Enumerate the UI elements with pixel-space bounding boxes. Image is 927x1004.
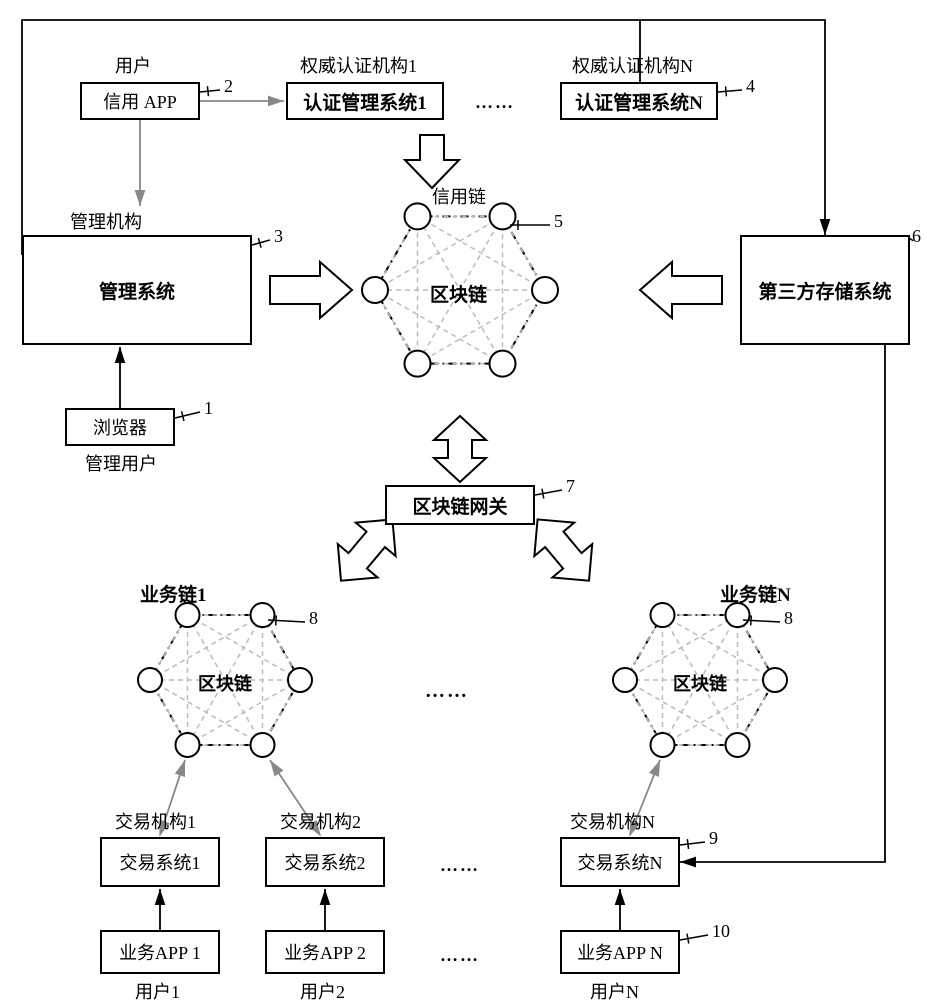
hex-right-label: 区块链 — [673, 670, 727, 696]
dots-trade: …… — [440, 855, 480, 876]
lbl-user: 用户 — [115, 52, 151, 78]
dots-biz: …… — [425, 680, 469, 703]
box-browser: 浏览器 — [65, 408, 175, 446]
box-trade_sys1: 交易系统1 — [100, 837, 220, 887]
ref-4: 4 — [746, 76, 755, 97]
ref-8: 8 — [784, 608, 793, 629]
box-biz_app1: 业务APP 1 — [100, 930, 220, 974]
ref-2: 2 — [224, 76, 233, 97]
box-auth_sysN: 认证管理系统N — [560, 82, 718, 120]
ref-6: 6 — [912, 226, 921, 247]
lbl-mgmt-user: 管理用户 — [85, 450, 157, 476]
ref-10: 10 — [712, 921, 730, 942]
box-trade_sysN: 交易系统N — [560, 837, 680, 887]
box-mgmt_sys: 管理系统 — [22, 235, 252, 345]
lbl-user1: 用户1 — [135, 978, 180, 1004]
box-trade_sys2: 交易系统2 — [265, 837, 385, 887]
lbl-trade1: 交易机构1 — [115, 808, 196, 834]
lbl-biz1: 业务链1 — [140, 580, 207, 607]
ref-5: 5 — [554, 211, 563, 232]
hex-main-label: 区块链 — [430, 280, 487, 307]
box-auth_sys1: 认证管理系统1 — [286, 82, 444, 120]
box-biz_app2: 业务APP 2 — [265, 930, 385, 974]
lbl-auth1: 权威认证机构1 — [300, 52, 417, 78]
box-biz_appN: 业务APP N — [560, 930, 680, 974]
diagram-stage: 用户 权威认证机构1 权威认证机构N …… 管理机构 信用链 管理用户 业务链1… — [0, 0, 927, 1000]
lbl-userN: 用户N — [590, 978, 639, 1004]
lbl-trade2: 交易机构2 — [280, 808, 361, 834]
dots-auth: …… — [475, 92, 515, 113]
lbl-authN: 权威认证机构N — [572, 52, 693, 78]
lbl-user2: 用户2 — [300, 978, 345, 1004]
lbl-mgmt-org: 管理机构 — [70, 208, 142, 234]
box-storage: 第三方存储系统 — [740, 235, 910, 345]
box-credit_app: 信用 APP — [80, 82, 200, 120]
lbl-bizN: 业务链N — [720, 580, 791, 607]
ref-7: 7 — [566, 476, 575, 497]
lbl-credit-chain: 信用链 — [432, 183, 486, 209]
lbl-tradeN: 交易机构N — [570, 808, 655, 834]
ref-9: 9 — [709, 828, 718, 849]
ref-3: 3 — [274, 226, 283, 247]
dots-app: …… — [440, 945, 480, 966]
hex-left-label: 区块链 — [198, 670, 252, 696]
ref-1: 1 — [204, 398, 213, 419]
ref-8: 8 — [309, 608, 318, 629]
box-gateway: 区块链网关 — [385, 485, 535, 525]
